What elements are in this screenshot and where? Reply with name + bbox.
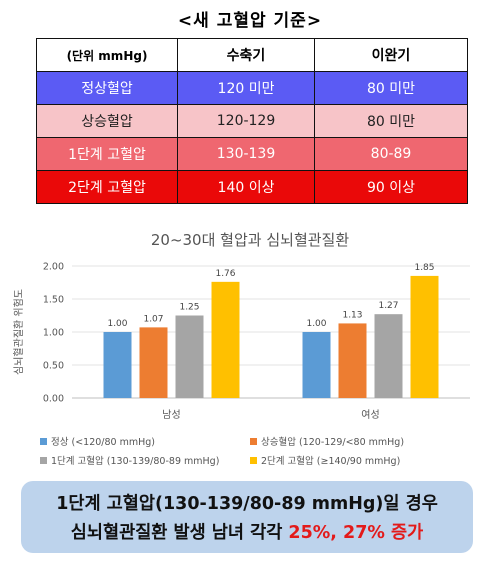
table-row: 상승혈압 120-129 80 미만 xyxy=(36,104,468,138)
y-axis-label: 심뇌혈관질환 위험도 xyxy=(12,289,25,375)
bp-criteria-table: (단위 mmHg) 수축기 이완기 정상혈압 120 미만 80 미만 상승혈압… xyxy=(36,38,468,204)
callout-emphasis: 1단계 고혈압 xyxy=(56,494,155,514)
callout-line-1: 1단계 고혈압(130-139/80-89 mmHg)일 경우 xyxy=(21,490,473,515)
data-label: 1.00 xyxy=(306,319,326,329)
systolic-value: 130-139 xyxy=(177,137,315,171)
y-tick-label: 1.50 xyxy=(43,295,64,306)
y-tick-label: 2.00 xyxy=(43,262,64,273)
diastolic-value: 80 미만 xyxy=(314,71,468,105)
legend-item: 상승혈압 (120-129/<80 mmHg) xyxy=(250,434,404,448)
legend-label: 정상 (<120/80 mmHg) xyxy=(51,437,155,448)
legend-swatch xyxy=(250,437,257,445)
y-tick-label: 1.00 xyxy=(43,328,64,339)
bar xyxy=(410,275,439,398)
legend-item: 1단계 고혈압 (130-139/80-89 mmHg) xyxy=(40,453,219,467)
bar-chart: 0.00 0.50 1.00 1.50 2.00 심뇌혈관질환 위험도 1.00 1.07 1.… xyxy=(12,262,470,421)
data-label: 1.76 xyxy=(215,269,235,279)
page-title: <새 고혈압 기준> xyxy=(177,11,323,31)
legend-swatch xyxy=(250,456,257,464)
x-tick-label: 여성 xyxy=(361,409,379,421)
y-tick-label: 0.00 xyxy=(43,394,64,405)
data-label: 1.25 xyxy=(179,303,199,313)
bar xyxy=(302,332,331,398)
header-diastolic: 이완기 xyxy=(314,38,468,72)
data-label: 1.00 xyxy=(107,319,127,329)
bar xyxy=(211,281,240,398)
legend-label: 상승혈압 (120-129/<80 mmHg) xyxy=(261,437,405,448)
data-label: 1.13 xyxy=(342,310,362,320)
x-tick-label: 남성 xyxy=(162,409,180,421)
table-header-row: (단위 mmHg) 수축기 이완기 xyxy=(36,38,468,72)
legend-item: 2단계 고혈압 (≥140/90 mmHg) xyxy=(250,453,400,467)
systolic-value: 140 이상 xyxy=(177,170,315,204)
bar xyxy=(338,323,367,398)
legend-swatch xyxy=(40,456,47,464)
row-label: 1단계 고혈압 xyxy=(36,137,178,171)
systolic-value: 120 미만 xyxy=(177,71,315,105)
data-label: 1.27 xyxy=(378,301,398,311)
data-label: 1.85 xyxy=(414,263,434,273)
diastolic-value: 90 이상 xyxy=(314,170,468,204)
table-row: 1단계 고혈압 130-139 80-89 xyxy=(36,137,468,171)
bar xyxy=(374,314,403,398)
bar xyxy=(139,327,168,398)
y-tick-label: 0.50 xyxy=(43,361,64,372)
legend-swatch xyxy=(40,437,47,445)
systolic-value: 120-129 xyxy=(177,104,315,138)
callout-text: (130-139/80-89 mmHg)일 경우 xyxy=(154,494,438,514)
callout-text: 심뇌혈관질환 발생 xyxy=(70,523,212,543)
row-label: 정상혈압 xyxy=(36,71,178,105)
table-row: 정상혈압 120 미만 80 미만 xyxy=(36,71,468,105)
bar xyxy=(103,332,132,398)
bar xyxy=(175,315,204,398)
legend-label: 2단계 고혈압 (≥140/90 mmHg) xyxy=(261,456,401,467)
data-label: 1.07 xyxy=(143,314,163,324)
table-row: 2단계 고혈압 140 이상 90 이상 xyxy=(36,170,468,204)
row-label: 상승혈압 xyxy=(36,104,178,138)
callout-line-2: 심뇌혈관질환 발생 남녀 각각 25%, 27% 증가 xyxy=(21,519,473,544)
diastolic-value: 80 미만 xyxy=(314,104,468,138)
diastolic-value: 80-89 xyxy=(314,137,468,171)
callout-highlight: 25%, 27% 증가 xyxy=(288,523,424,543)
header-unit: (단위 mmHg) xyxy=(36,38,178,72)
chart-title: 20~30대 혈압과 심뇌혈관질환 xyxy=(150,231,350,249)
row-label: 2단계 고혈압 xyxy=(36,170,178,204)
summary-callout: 1단계 고혈압(130-139/80-89 mmHg)일 경우 심뇌혈관질환 발… xyxy=(21,481,473,553)
header-systolic: 수축기 xyxy=(177,38,315,72)
legend-label: 1단계 고혈압 (130-139/80-89 mmHg) xyxy=(51,456,220,467)
legend-item: 정상 (<120/80 mmHg) xyxy=(40,434,155,448)
callout-text: 남녀 각각 xyxy=(211,523,289,543)
